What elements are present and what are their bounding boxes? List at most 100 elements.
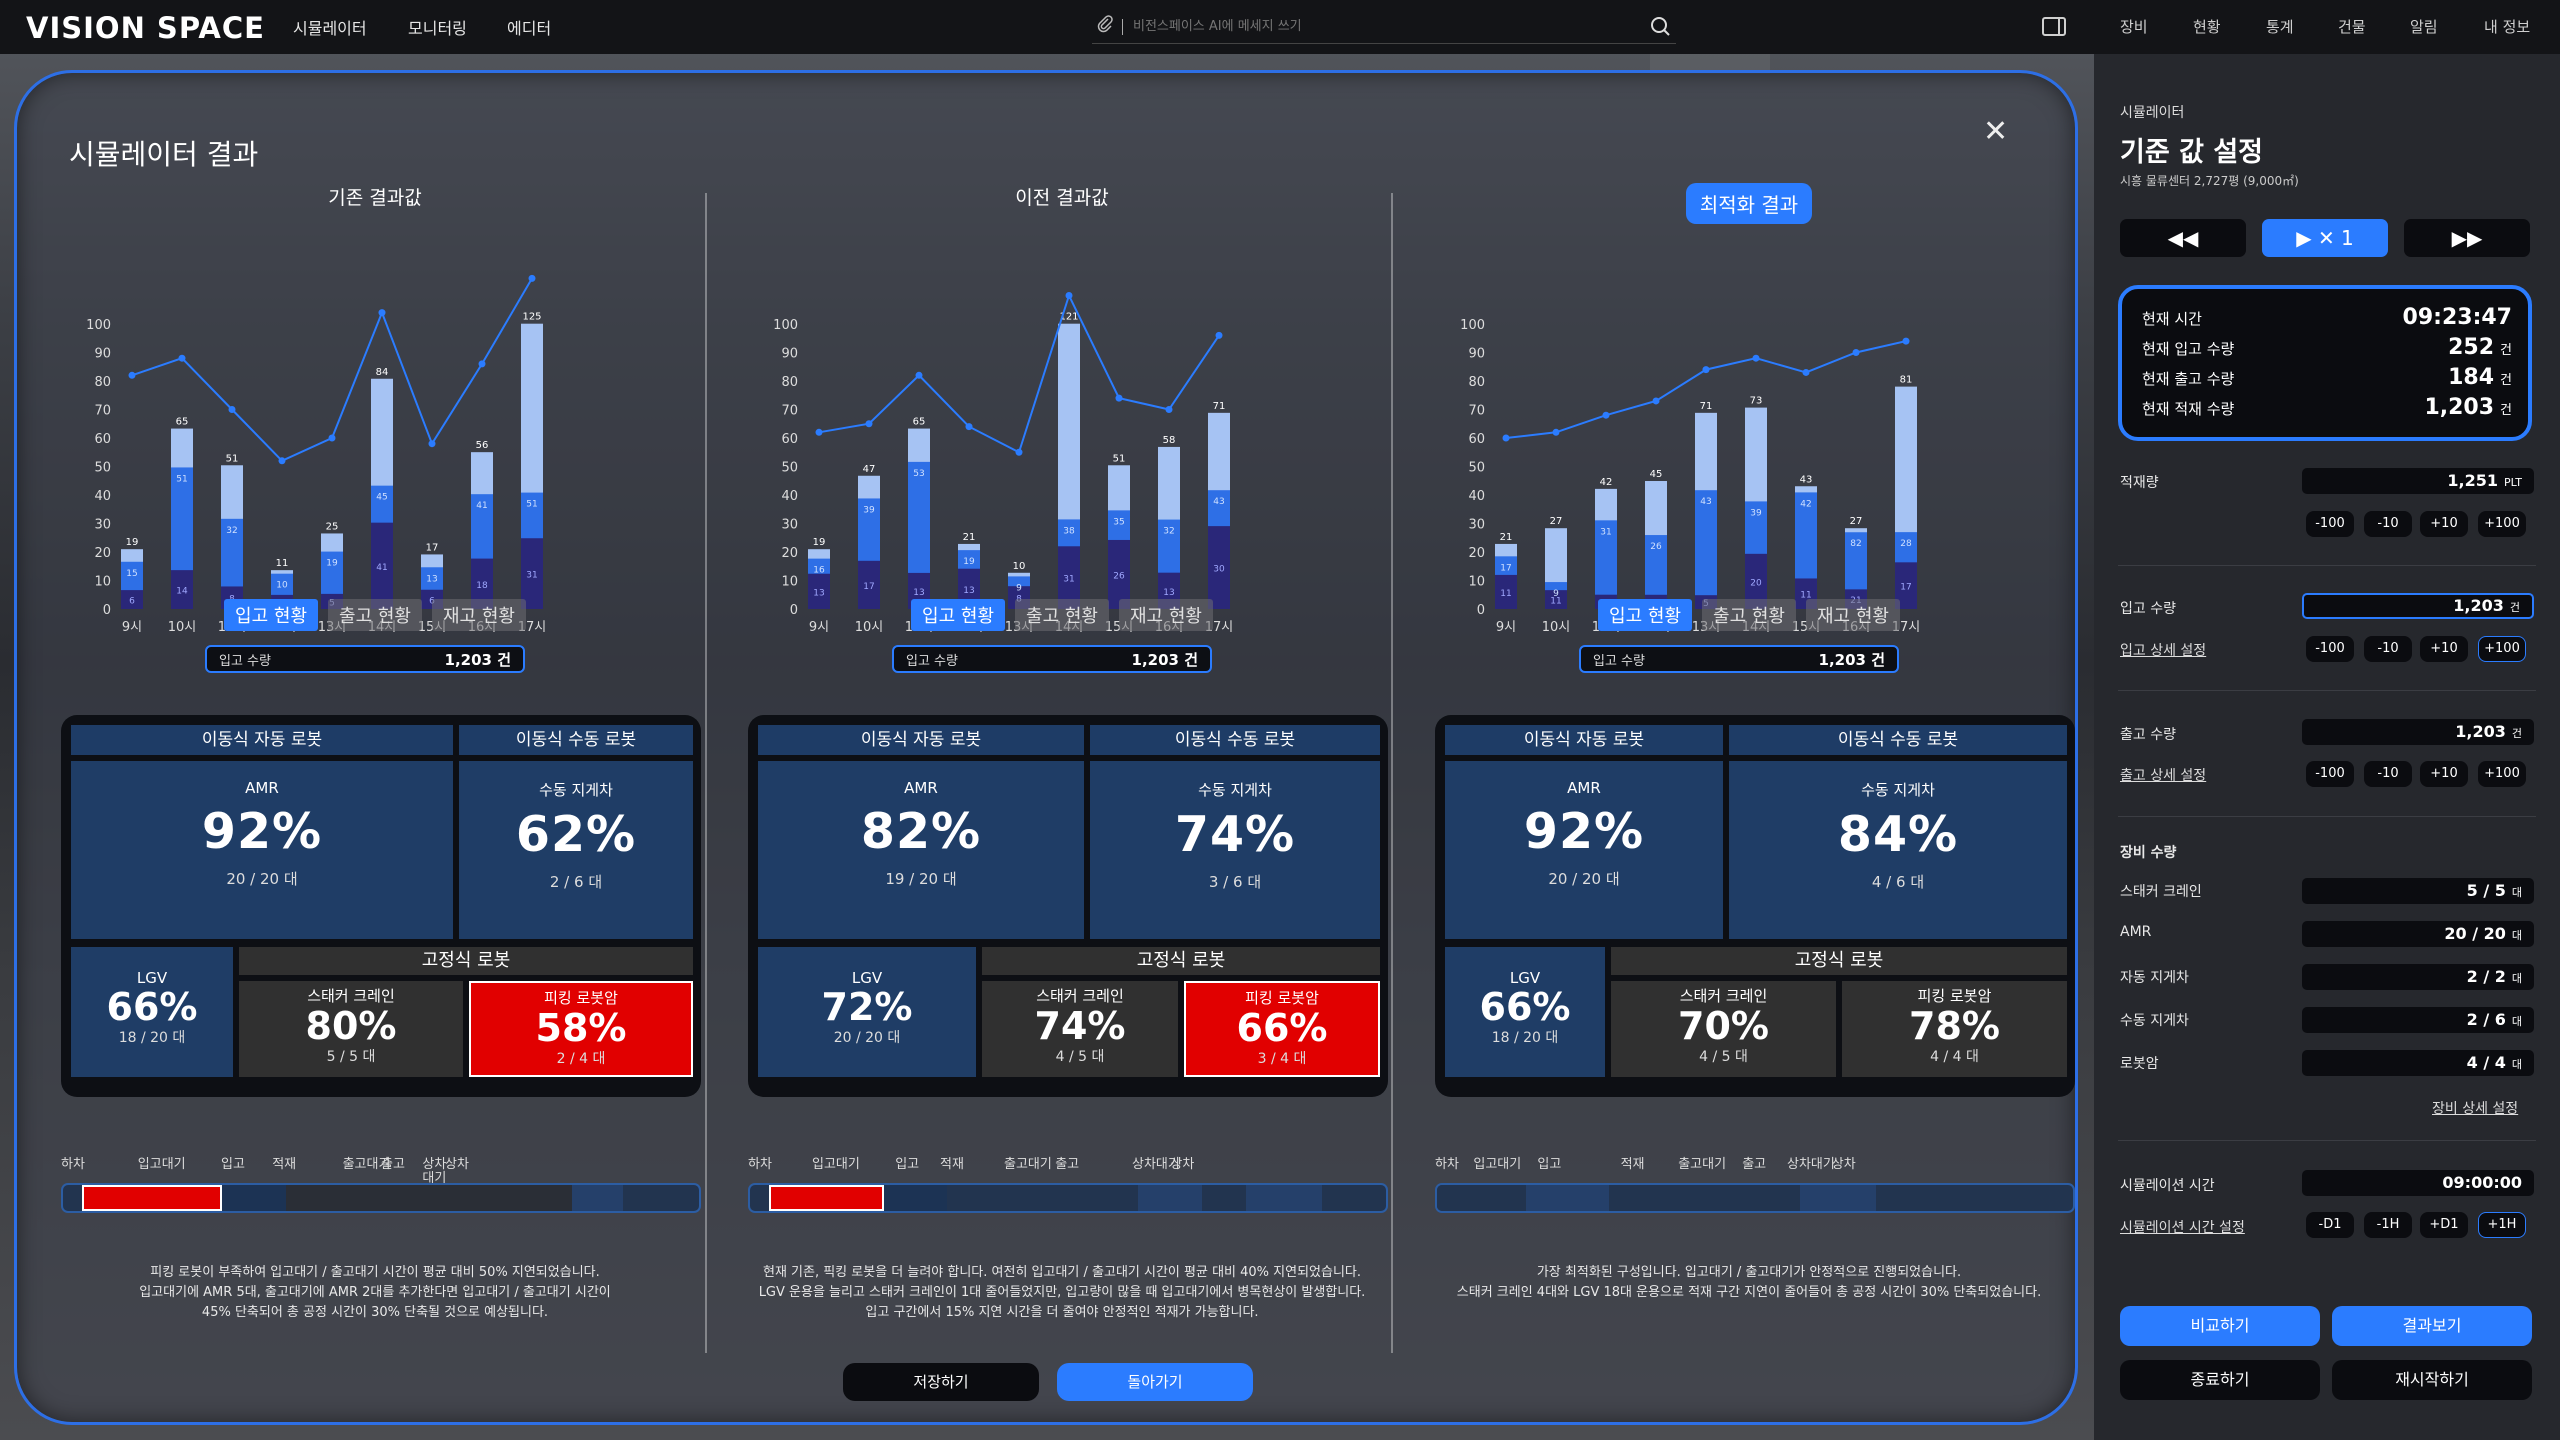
- load-minus-100[interactable]: -100: [2306, 511, 2354, 537]
- timeline-stage-label: 적재: [940, 1157, 964, 1172]
- restart-button[interactable]: 재시작하기: [2332, 1360, 2532, 1400]
- mobile-auto-robot-header: 이동식 자동 로봇: [758, 725, 1084, 755]
- process-timeline-labels: 하차 입고대기 입고 적재 출고대기 출고 상차대기 상차: [748, 1158, 1388, 1188]
- out-qty-field[interactable]: 1,203 건: [2302, 719, 2534, 745]
- trend-point: [1165, 406, 1173, 413]
- fast-forward-button[interactable]: ▶▶: [2404, 219, 2530, 257]
- in-detail-link[interactable]: 입고 상세 설정: [2120, 643, 2207, 659]
- nav-equipment[interactable]: 장비: [2120, 18, 2148, 36]
- nav-alerts[interactable]: 알림: [2410, 18, 2438, 36]
- bar-segment-dark: [121, 590, 143, 609]
- equip-detail-link[interactable]: 장비 상세 설정: [2432, 1101, 2519, 1117]
- nav-building[interactable]: 건물: [2338, 18, 2366, 36]
- sim-time-detail-link[interactable]: 시뮬레이션 시간 설정: [2120, 1220, 2245, 1236]
- tab-outbound[interactable]: 출고 현황: [1015, 599, 1109, 631]
- search-icon[interactable]: [1646, 12, 1676, 42]
- nav-statistics[interactable]: 통계: [2266, 18, 2294, 36]
- tab-inventory[interactable]: 재고 현황: [1118, 599, 1213, 631]
- status-value: 184: [2448, 365, 2495, 390]
- time-minus-day[interactable]: -D1: [2306, 1212, 2354, 1238]
- nav-simulator[interactable]: 시뮬레이터: [293, 19, 367, 38]
- equip-value-field[interactable]: 4 / 4 대: [2302, 1050, 2534, 1076]
- manual-forklift-name: 수동 지게차: [1861, 781, 1935, 799]
- nav-monitoring[interactable]: 모니터링: [408, 19, 467, 38]
- bar-total-label: 43: [1800, 474, 1813, 485]
- nav-editor[interactable]: 에디터: [507, 19, 552, 38]
- equip-unit: 대: [2511, 972, 2522, 985]
- tab-inventory[interactable]: 재고 현황: [1805, 599, 1900, 631]
- search-input[interactable]: [1133, 19, 1646, 34]
- robot-utilization-panel: 이동식 자동 로봇 이동식 수동 로봇 AMR 82% 19 / 20 대 수동 지게차 7…: [748, 715, 1388, 1097]
- bar-dark-label: 31: [526, 571, 537, 581]
- app-logo[interactable]: VISION SPACE: [26, 11, 265, 45]
- play-speed-button[interactable]: ▶ ✕ 1: [2262, 219, 2388, 257]
- timeline-stage-label: 적재: [272, 1157, 297, 1172]
- equip-value-field[interactable]: 20 / 20 대: [2302, 921, 2534, 947]
- inbound-qty-label: 입고 수량: [1593, 653, 1645, 669]
- tab-inbound[interactable]: 입고 현황: [224, 599, 319, 631]
- timeline-stage-label: 상차대기: [1787, 1157, 1835, 1172]
- equip-value-field[interactable]: 2 / 2 대: [2302, 964, 2534, 990]
- equip-value-field[interactable]: 2 / 6 대: [2302, 1007, 2534, 1033]
- tab-inbound[interactable]: 입고 현황: [1598, 599, 1693, 631]
- load-plus-100[interactable]: +100: [2478, 511, 2526, 537]
- status-value: 1,203: [2424, 395, 2495, 420]
- y-tick-label: 0: [790, 603, 798, 618]
- in-qty-field[interactable]: 1,203 건: [2302, 593, 2534, 619]
- out-minus-10[interactable]: -10: [2364, 761, 2412, 787]
- load-field[interactable]: 1,251 PLT: [2302, 468, 2534, 494]
- time-minus-hour[interactable]: -1H: [2364, 1212, 2412, 1238]
- stacker-crane-card: 스태커 크레인 70% 4 / 5 대: [1611, 981, 1836, 1077]
- out-detail-link[interactable]: 출고 상세 설정: [2120, 768, 2207, 784]
- inbound-qty-value: 1,203 건: [444, 650, 511, 669]
- y-tick-label: 70: [781, 404, 798, 419]
- timeline-segment: [222, 1185, 286, 1211]
- close-icon[interactable]: ✕: [1983, 114, 2009, 149]
- stacker-name: 스태커 크레인: [1679, 987, 1768, 1005]
- out-plus-10[interactable]: +10: [2420, 761, 2468, 787]
- tab-outbound[interactable]: 출고 현황: [1702, 599, 1796, 631]
- bar-total-label: 10: [1013, 561, 1026, 572]
- tab-outbound[interactable]: 출고 현황: [328, 599, 422, 631]
- timeline-stage-label: 상차대기: [1132, 1157, 1180, 1172]
- end-button[interactable]: 종료하기: [2120, 1360, 2320, 1400]
- trend-point: [965, 423, 973, 431]
- inbound-qty-box[interactable]: 입고 수량 1,203 건: [1579, 645, 1899, 673]
- inbound-qty-box[interactable]: 입고 수량 1,203 건: [892, 645, 1212, 673]
- equip-unit: 대: [2511, 1015, 2522, 1028]
- picking-percent: 78%: [1909, 1004, 2000, 1048]
- compare-button[interactable]: 비교하기: [2120, 1306, 2320, 1346]
- save-button[interactable]: 저장하기: [843, 1363, 1039, 1401]
- view-result-button[interactable]: 결과보기: [2332, 1306, 2532, 1346]
- in-minus-100[interactable]: -100: [2306, 636, 2354, 662]
- equip-value-field[interactable]: 5 / 5 대: [2302, 878, 2534, 904]
- tab-inbound[interactable]: 입고 현황: [911, 599, 1006, 631]
- load-plus-10[interactable]: +10: [2420, 511, 2468, 537]
- tab-inventory[interactable]: 재고 현황: [431, 599, 526, 631]
- out-plus-100[interactable]: +100: [2478, 761, 2526, 787]
- in-plus-10[interactable]: +10: [2420, 636, 2468, 662]
- nav-my-info[interactable]: 내 정보: [2484, 18, 2531, 36]
- equip-unit: 대: [2511, 1058, 2522, 1071]
- bar-total-label: 17: [426, 542, 439, 553]
- load-minus-10[interactable]: -10: [2364, 511, 2412, 537]
- amr-count: 20 / 20 대: [226, 870, 298, 888]
- in-plus-100[interactable]: +100: [2478, 636, 2526, 662]
- timeline-segment: [571, 1185, 623, 1211]
- time-plus-hour[interactable]: +1H: [2478, 1212, 2526, 1238]
- rewind-button[interactable]: ◀◀: [2120, 219, 2246, 257]
- inbound-qty-box[interactable]: 입고 수량 1,203 건: [205, 645, 525, 673]
- in-minus-10[interactable]: -10: [2364, 636, 2412, 662]
- inbound-qty-label: 입고 수량: [219, 653, 271, 669]
- panel-toggle-icon[interactable]: [2042, 17, 2066, 36]
- back-button[interactable]: 돌아가기: [1057, 1363, 1253, 1401]
- nav-status[interactable]: 현황: [2193, 18, 2221, 36]
- out-qty-label: 출고 수량: [2120, 727, 2176, 743]
- robot-utilization-panel: 이동식 자동 로봇 이동식 수동 로봇 AMR 92% 20 / 20 대 수동 지게차 6…: [61, 715, 701, 1097]
- bar-line-chart: 0 10 20 30 40 50 60 70 80 90 100 19 15 6 9시 65 51 14 10시 51…: [86, 274, 546, 635]
- bar-mid-label: 38: [1063, 526, 1075, 536]
- out-minus-100[interactable]: -100: [2306, 761, 2354, 787]
- paperclip-icon[interactable]: [1092, 15, 1118, 38]
- time-plus-day[interactable]: +D1: [2420, 1212, 2468, 1238]
- sim-time-field[interactable]: 09:00:00: [2302, 1170, 2534, 1196]
